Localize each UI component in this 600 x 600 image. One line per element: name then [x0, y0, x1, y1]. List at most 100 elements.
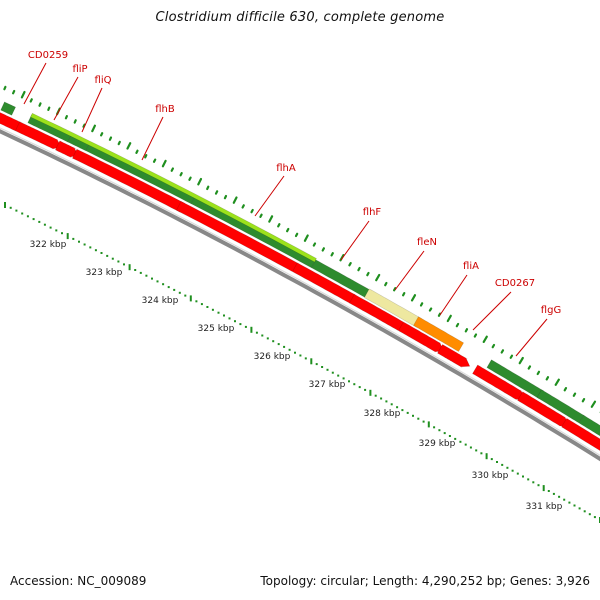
outer-tick-19 — [170, 167, 174, 172]
outer-tick-46 — [410, 294, 417, 302]
outer-tick-33 — [294, 232, 299, 238]
ruler-tick-33 — [189, 295, 192, 302]
ruler-tick-73 — [406, 411, 409, 414]
ruler-tick-84 — [464, 443, 467, 446]
ruler-label-2: 323 kbp — [86, 268, 123, 278]
ruler-label-7: 328 kbp — [364, 409, 401, 419]
ruler-tick-3 — [21, 212, 24, 215]
cds-arrow-5 — [176, 200, 302, 272]
outer-tick-9 — [82, 123, 86, 128]
outer-tick-65 — [581, 398, 586, 403]
outer-tick-23 — [206, 185, 210, 191]
gene-label-fliQ: fliQ — [95, 75, 112, 86]
ruler-tick-69 — [385, 400, 388, 403]
ruler-tick-18 — [106, 254, 109, 257]
ruler-tick-109 — [593, 516, 596, 519]
outer-tick-43 — [384, 281, 388, 287]
ruler-tick-55 — [310, 358, 313, 365]
outer-tick-51 — [455, 322, 460, 328]
ruler-tick-97 — [532, 481, 535, 484]
outer-tick-7 — [64, 114, 69, 120]
ruler-tick-77 — [427, 421, 430, 428]
cds-arrow-12 — [561, 417, 600, 451]
ruler-tick-70 — [390, 403, 393, 406]
outer-tick-25 — [223, 194, 228, 200]
ruler-tick-93 — [511, 469, 514, 472]
ruler-label-4: 325 kbp — [198, 324, 235, 334]
outer-tick-45 — [402, 292, 406, 297]
ruler-tick-21 — [123, 263, 125, 266]
gene-label-flhF: flhF — [363, 207, 382, 218]
outer-tick-14 — [126, 142, 132, 150]
ruler-tick-30 — [173, 288, 176, 291]
ruler-tick-17 — [100, 252, 103, 254]
ruler-tick-88 — [485, 453, 488, 460]
outer-tick-34 — [303, 234, 309, 242]
gene-leader-fliP — [53, 76, 79, 121]
ruler-tick-90 — [496, 461, 498, 463]
green-feature-9 — [578, 414, 600, 437]
ruler-tick-7 — [43, 223, 46, 226]
ruler-tick-91 — [501, 463, 504, 466]
ruler-tick-8 — [49, 226, 52, 229]
outer-tick-35 — [312, 242, 317, 247]
outer-tick-49 — [437, 312, 442, 317]
ruler-tick-14 — [83, 243, 86, 246]
outer-tick-3 — [29, 98, 33, 103]
ruler-tick-101 — [552, 492, 555, 495]
topology-text: Topology: circular; Length: 4,290,252 bp… — [260, 574, 590, 588]
ruler-tick-10 — [61, 232, 63, 235]
outer-tick-55 — [491, 343, 496, 349]
gene-leader-flhB — [141, 116, 164, 161]
ruler-label-6: 327 kbp — [309, 380, 346, 390]
outer-tick-41 — [366, 271, 370, 277]
outer-tick-8 — [73, 119, 77, 124]
ruler-tick-74 — [412, 414, 414, 417]
outer-tick-18 — [161, 159, 167, 168]
outer-tick-1 — [12, 89, 16, 95]
ruler-tick-62 — [348, 380, 350, 383]
gene-leader-CD0259 — [23, 62, 47, 105]
ruler-tick-46 — [261, 334, 264, 337]
ruler-tick-44 — [250, 326, 253, 333]
ruler-tick-105 — [573, 504, 576, 507]
outer-tick-60 — [536, 370, 541, 376]
ruler-tick-47 — [266, 337, 269, 340]
ruler-tick-76 — [422, 420, 425, 423]
ruler-tick-104 — [568, 501, 571, 504]
outer-tick-30 — [268, 215, 274, 223]
gene-label-flhA: flhA — [276, 163, 296, 174]
ruler-tick-72 — [401, 409, 404, 412]
ruler-tick-65 — [364, 388, 367, 391]
ruler-tick-41 — [234, 320, 236, 323]
outer-tick-27 — [241, 204, 245, 209]
outer-tick-54 — [482, 335, 488, 343]
ruler-tick-108 — [588, 513, 591, 516]
ruler-tick-1 — [9, 206, 12, 209]
ruler-tick-59 — [331, 371, 334, 374]
gene-label-fliP: fliP — [72, 64, 87, 75]
ruler-tick-49 — [277, 343, 280, 346]
ruler-tick-94 — [516, 472, 519, 475]
outer-tick-36 — [321, 247, 325, 252]
ruler-tick-31 — [178, 291, 181, 294]
ruler-tick-67 — [374, 394, 377, 397]
accession-text: Accession: NC_009089 — [10, 574, 147, 588]
ruler-tick-42 — [239, 323, 242, 326]
outer-tick-37 — [330, 252, 334, 257]
map-title: Clostridium difficile 630, complete geno… — [155, 10, 445, 25]
ruler-tick-43 — [244, 325, 247, 328]
outer-tick-64 — [572, 392, 577, 397]
ruler-tick-15 — [89, 246, 92, 249]
outer-tick-57 — [509, 354, 514, 359]
ruler-tick-102 — [558, 495, 561, 498]
ruler-label-10: 331 kbp — [526, 502, 563, 512]
ruler-tick-20 — [117, 260, 120, 263]
outer-tick-13 — [117, 140, 121, 146]
ruler-tick-27 — [156, 280, 159, 283]
ruler-tick-81 — [448, 435, 451, 437]
ruler-tick-64 — [358, 386, 361, 389]
ruler-tick-68 — [380, 397, 383, 400]
outer-tick-0 — [3, 85, 7, 91]
